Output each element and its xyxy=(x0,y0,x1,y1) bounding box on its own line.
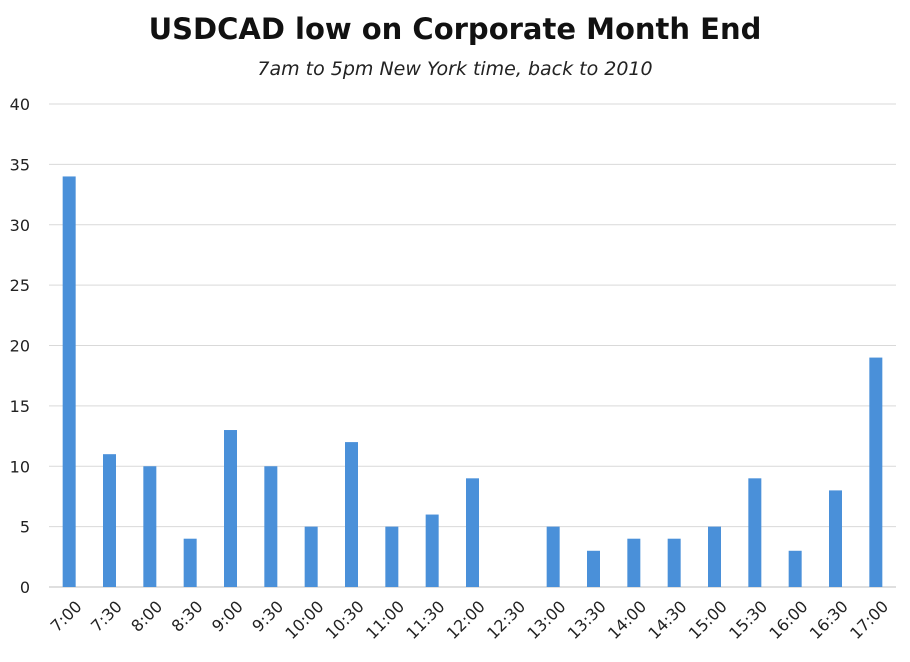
x-tick-label: 8:30 xyxy=(168,597,207,636)
x-tick-label: 10:30 xyxy=(322,597,368,643)
x-tick-label: 10:00 xyxy=(281,597,327,643)
bar-1630 xyxy=(829,490,842,587)
y-tick-label: 25 xyxy=(10,276,30,295)
x-tick-label: 11:30 xyxy=(402,597,448,643)
bar-900 xyxy=(224,430,237,587)
y-tick-label: 15 xyxy=(10,397,30,416)
x-tick-label: 9:00 xyxy=(208,597,247,636)
chart-title: USDCAD low on Corporate Month End xyxy=(148,12,762,46)
bar-730 xyxy=(103,454,116,587)
bar-1430 xyxy=(667,538,681,587)
y-tick-label: 30 xyxy=(10,216,30,235)
y-tick-label: 40 xyxy=(10,95,30,114)
bar-1000 xyxy=(304,526,318,587)
x-tick-label: 7:30 xyxy=(87,597,126,636)
x-tick-label: 17:00 xyxy=(846,597,892,643)
chart-subtitle: 7am to 5pm New York time, back to 2010 xyxy=(257,58,653,80)
bar-930 xyxy=(264,466,278,587)
x-tick-label: 15:30 xyxy=(725,597,771,643)
x-tick-label: 14:00 xyxy=(604,597,650,643)
y-tick-label: 10 xyxy=(10,457,30,476)
bar-700 xyxy=(62,176,76,587)
x-tick-label: 8:00 xyxy=(127,597,166,636)
bar-1600 xyxy=(788,550,802,587)
bar-1700 xyxy=(869,357,883,587)
bar-1300 xyxy=(546,526,560,587)
bar-1500 xyxy=(708,526,721,587)
bar-1400 xyxy=(627,538,641,587)
x-tick-label: 7:00 xyxy=(47,597,86,636)
bar-1130 xyxy=(425,514,439,587)
bar-800 xyxy=(143,466,157,587)
x-tick-label: 15:00 xyxy=(685,597,731,643)
bar-830 xyxy=(183,538,197,587)
x-tick-label: 11:00 xyxy=(362,597,408,643)
x-tick-label: 13:00 xyxy=(523,597,569,643)
x-tick-label: 12:00 xyxy=(443,597,489,643)
bar-1200 xyxy=(466,478,479,587)
bar-1100 xyxy=(385,526,399,587)
y-tick-label: 20 xyxy=(10,337,30,356)
x-tick-label: 16:00 xyxy=(765,597,811,643)
x-tick-label: 14:30 xyxy=(644,597,690,643)
y-tick-label: 35 xyxy=(10,155,30,174)
x-tick-label: 16:30 xyxy=(806,597,852,643)
y-tick-label: 5 xyxy=(20,518,30,537)
x-tick-label: 12:30 xyxy=(483,597,529,643)
y-tick-label: 0 xyxy=(20,578,30,597)
x-tick-label: 13:30 xyxy=(564,597,610,643)
bar-1330 xyxy=(587,550,600,587)
bar-1030 xyxy=(345,442,358,587)
bar-1530 xyxy=(748,478,762,587)
